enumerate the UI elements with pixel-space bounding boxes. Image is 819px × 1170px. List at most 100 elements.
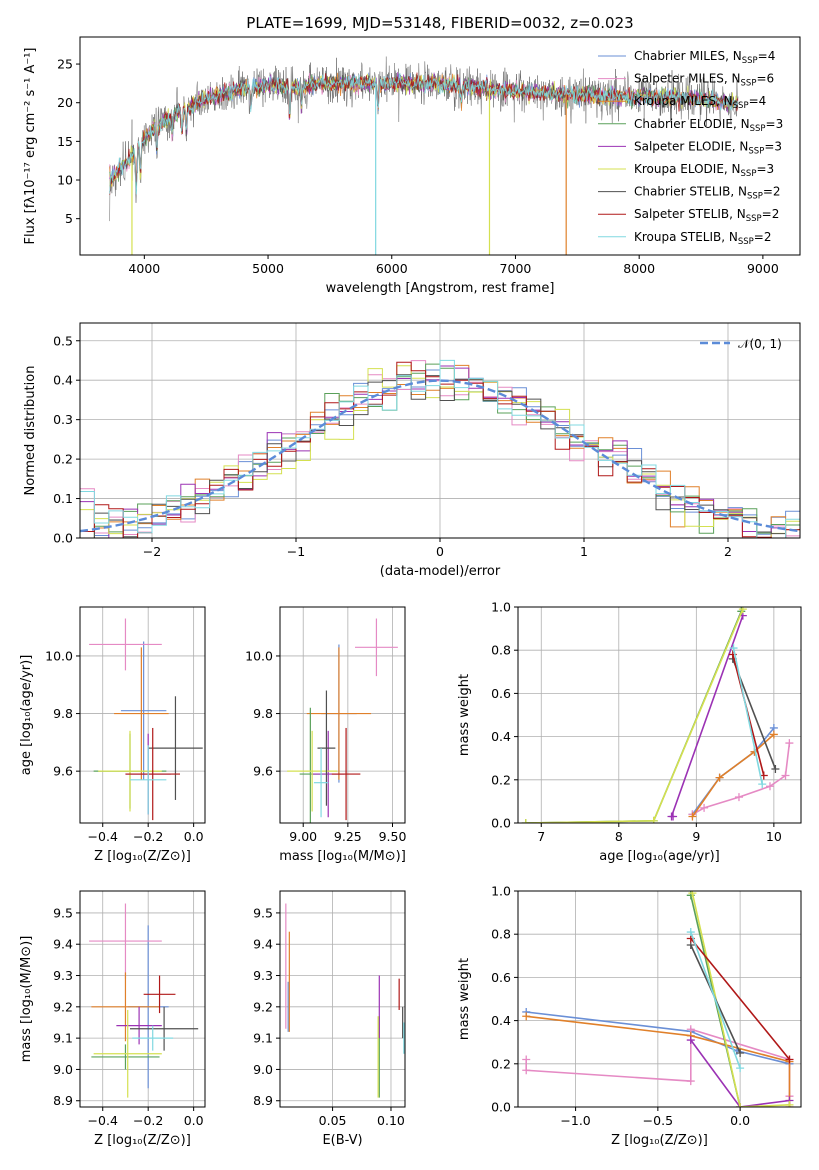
y-tick-label: 9.8 [253, 706, 273, 721]
panel-mass-vs-age: 9.00 9.25 9.50 9.6 9.8 10.0 mass [log₁₀(M/M⊙)] [245, 606, 407, 864]
legend-entry: Chabrier STELIB, NSSP=2 [634, 185, 781, 202]
series-marker [688, 812, 697, 821]
series-line [732, 647, 763, 785]
x-tick-label: 0.10 [377, 1113, 405, 1128]
legend-entry: Chabrier ELODIE, NSSP=3 [634, 117, 783, 134]
y-tick-label: 9.5 [53, 905, 73, 920]
panel-age-vs-weight: 7 8 9 10 0.0 0.2 0.4 0.6 0.8 1.0 age [log₁₀(age/yr… [457, 600, 802, 864]
legend-entry: Salpeter ELODIE, NSSP=3 [634, 139, 782, 156]
errorbar-kroupa_elodie [287, 730, 338, 812]
series-marker [521, 819, 530, 823]
errorbar-kroupa_stelib [130, 745, 167, 815]
legend-entry: Salpeter STELIB, NSSP=2 [634, 207, 779, 224]
y-tick-label: 9.4 [253, 937, 273, 952]
y-tick-label: 9.2 [53, 999, 73, 1014]
axes-frame [79, 606, 206, 824]
errorbar-chabrier_stelib [148, 696, 203, 800]
plot-area [89, 903, 199, 1098]
x-tick-label: −1 [287, 544, 305, 559]
x-tick-label: 7 [537, 829, 545, 844]
x-tick-label: −0.4 [88, 829, 118, 844]
legend-entry: Kroupa STELIB, NSSP=2 [634, 230, 772, 247]
y-tick-label: 1.0 [491, 884, 511, 899]
x-tick-label: 0.0 [184, 829, 204, 844]
legend-entry: Kroupa MILES, NSSP=4 [634, 94, 766, 111]
x-tick-label: −0.4 [88, 1113, 118, 1128]
errorbar-salpeter_stelib [143, 975, 176, 1014]
x-tick-label: 9 [692, 829, 700, 844]
x-tick-label: 0.0 [730, 1113, 750, 1128]
series-marker [785, 1055, 794, 1064]
y-tick-label: 10.0 [245, 648, 273, 663]
y-axis-label: mass weight [457, 958, 472, 1040]
series-marker [765, 782, 774, 791]
series-line [526, 1015, 791, 1107]
series-marker [736, 1103, 745, 1107]
y-tick-label: 9.3 [253, 968, 273, 983]
x-tick-label: 9.25 [334, 829, 362, 844]
y-tick-label: 0.5 [53, 333, 73, 348]
y-tick-label: 9.6 [253, 764, 273, 779]
y-tick-label: 15 [57, 134, 73, 149]
y-tick-label: 0.2 [491, 1056, 511, 1071]
plot-area [287, 618, 398, 823]
series-marker [649, 816, 658, 823]
series-marker [715, 773, 724, 782]
axes-frame [79, 890, 206, 1108]
histogram-kroupa_stelib [80, 359, 800, 538]
x-axis-label: mass [log₁₀(M/M⊙)] [279, 849, 406, 864]
y-axis-label: Flux [fλ10⁻¹⁷ erg cm⁻² s⁻¹ A⁻¹] [23, 48, 38, 245]
y-tick-label: 10 [57, 173, 73, 188]
y-tick-label: 9.5 [253, 905, 273, 920]
errorbar-kroupa_elodie [98, 730, 162, 812]
plot-area [109, 56, 739, 255]
x-tick-label: 9.00 [289, 829, 317, 844]
y-tick-label: 0.0 [491, 1100, 511, 1115]
series-line [692, 743, 791, 816]
legend-entry: Kroupa ELODIE, NSSP=3 [634, 162, 774, 179]
data-spectrum [109, 56, 739, 222]
y-tick-label: 9.0 [253, 1062, 273, 1077]
legend-entry: 𝒩(0, 1) [738, 337, 782, 351]
x-tick-label: 9.50 [379, 829, 407, 844]
series-marker [769, 730, 778, 739]
y-tick-label: 0.3 [53, 412, 73, 427]
series-marker [729, 644, 738, 653]
y-axis-label: mass [log₁₀(M/M⊙)] [19, 936, 34, 1063]
y-tick-label: 25 [57, 57, 73, 72]
y-axis-label: Normed distribution [23, 366, 38, 496]
errorbar-kroupa_miles [91, 972, 160, 1042]
y-tick-label: 0.8 [491, 927, 511, 942]
y-tick-label: 9.2 [253, 999, 273, 1014]
series-marker [736, 1064, 745, 1073]
x-tick-label: −0.5 [643, 1113, 673, 1128]
errorbar-salpeter_stelib [125, 727, 180, 821]
y-tick-label: 9.4 [53, 937, 73, 952]
errorbar-kroupa_stelib [132, 1025, 174, 1051]
plot-area [521, 607, 794, 823]
errorbar-kroupa_miles [306, 647, 372, 780]
x-tick-label: 0.0 [184, 1113, 204, 1128]
plot-area [522, 891, 794, 1107]
x-axis-label: Z [log₁₀(Z/Z⊙)] [94, 1133, 191, 1148]
model-spectrum-salpeter_elodie [109, 72, 738, 184]
errorbar-salpeter_miles [89, 903, 162, 979]
series-marker [700, 803, 709, 812]
errorbar-salpeter_elodie [116, 1006, 162, 1045]
x-axis-label: age [log₁₀(age/yr)] [599, 849, 720, 864]
plot-area [285, 903, 405, 1098]
y-tick-label: 0.2 [491, 772, 511, 787]
panel-Z-vs-age: −0.4 −0.2 0.0 9.6 9.8 10.0 Z [log₁₀(Z/Z⊙)] age … [19, 606, 206, 864]
y-tick-label: 0.8 [491, 643, 511, 658]
figure-title: PLATE=1699, MJD=53148, FIBERID=0032, z=0… [246, 14, 633, 32]
plot-area [89, 618, 203, 821]
series-marker [667, 812, 676, 821]
series-marker [736, 1049, 745, 1057]
y-tick-label: 0.4 [491, 1013, 511, 1028]
axes-frame [279, 890, 406, 1108]
series-marker [686, 1036, 695, 1045]
x-tick-label: 8000 [623, 261, 655, 276]
x-tick-label: 0.05 [319, 1113, 347, 1128]
y-tick-label: 10.0 [45, 648, 73, 663]
